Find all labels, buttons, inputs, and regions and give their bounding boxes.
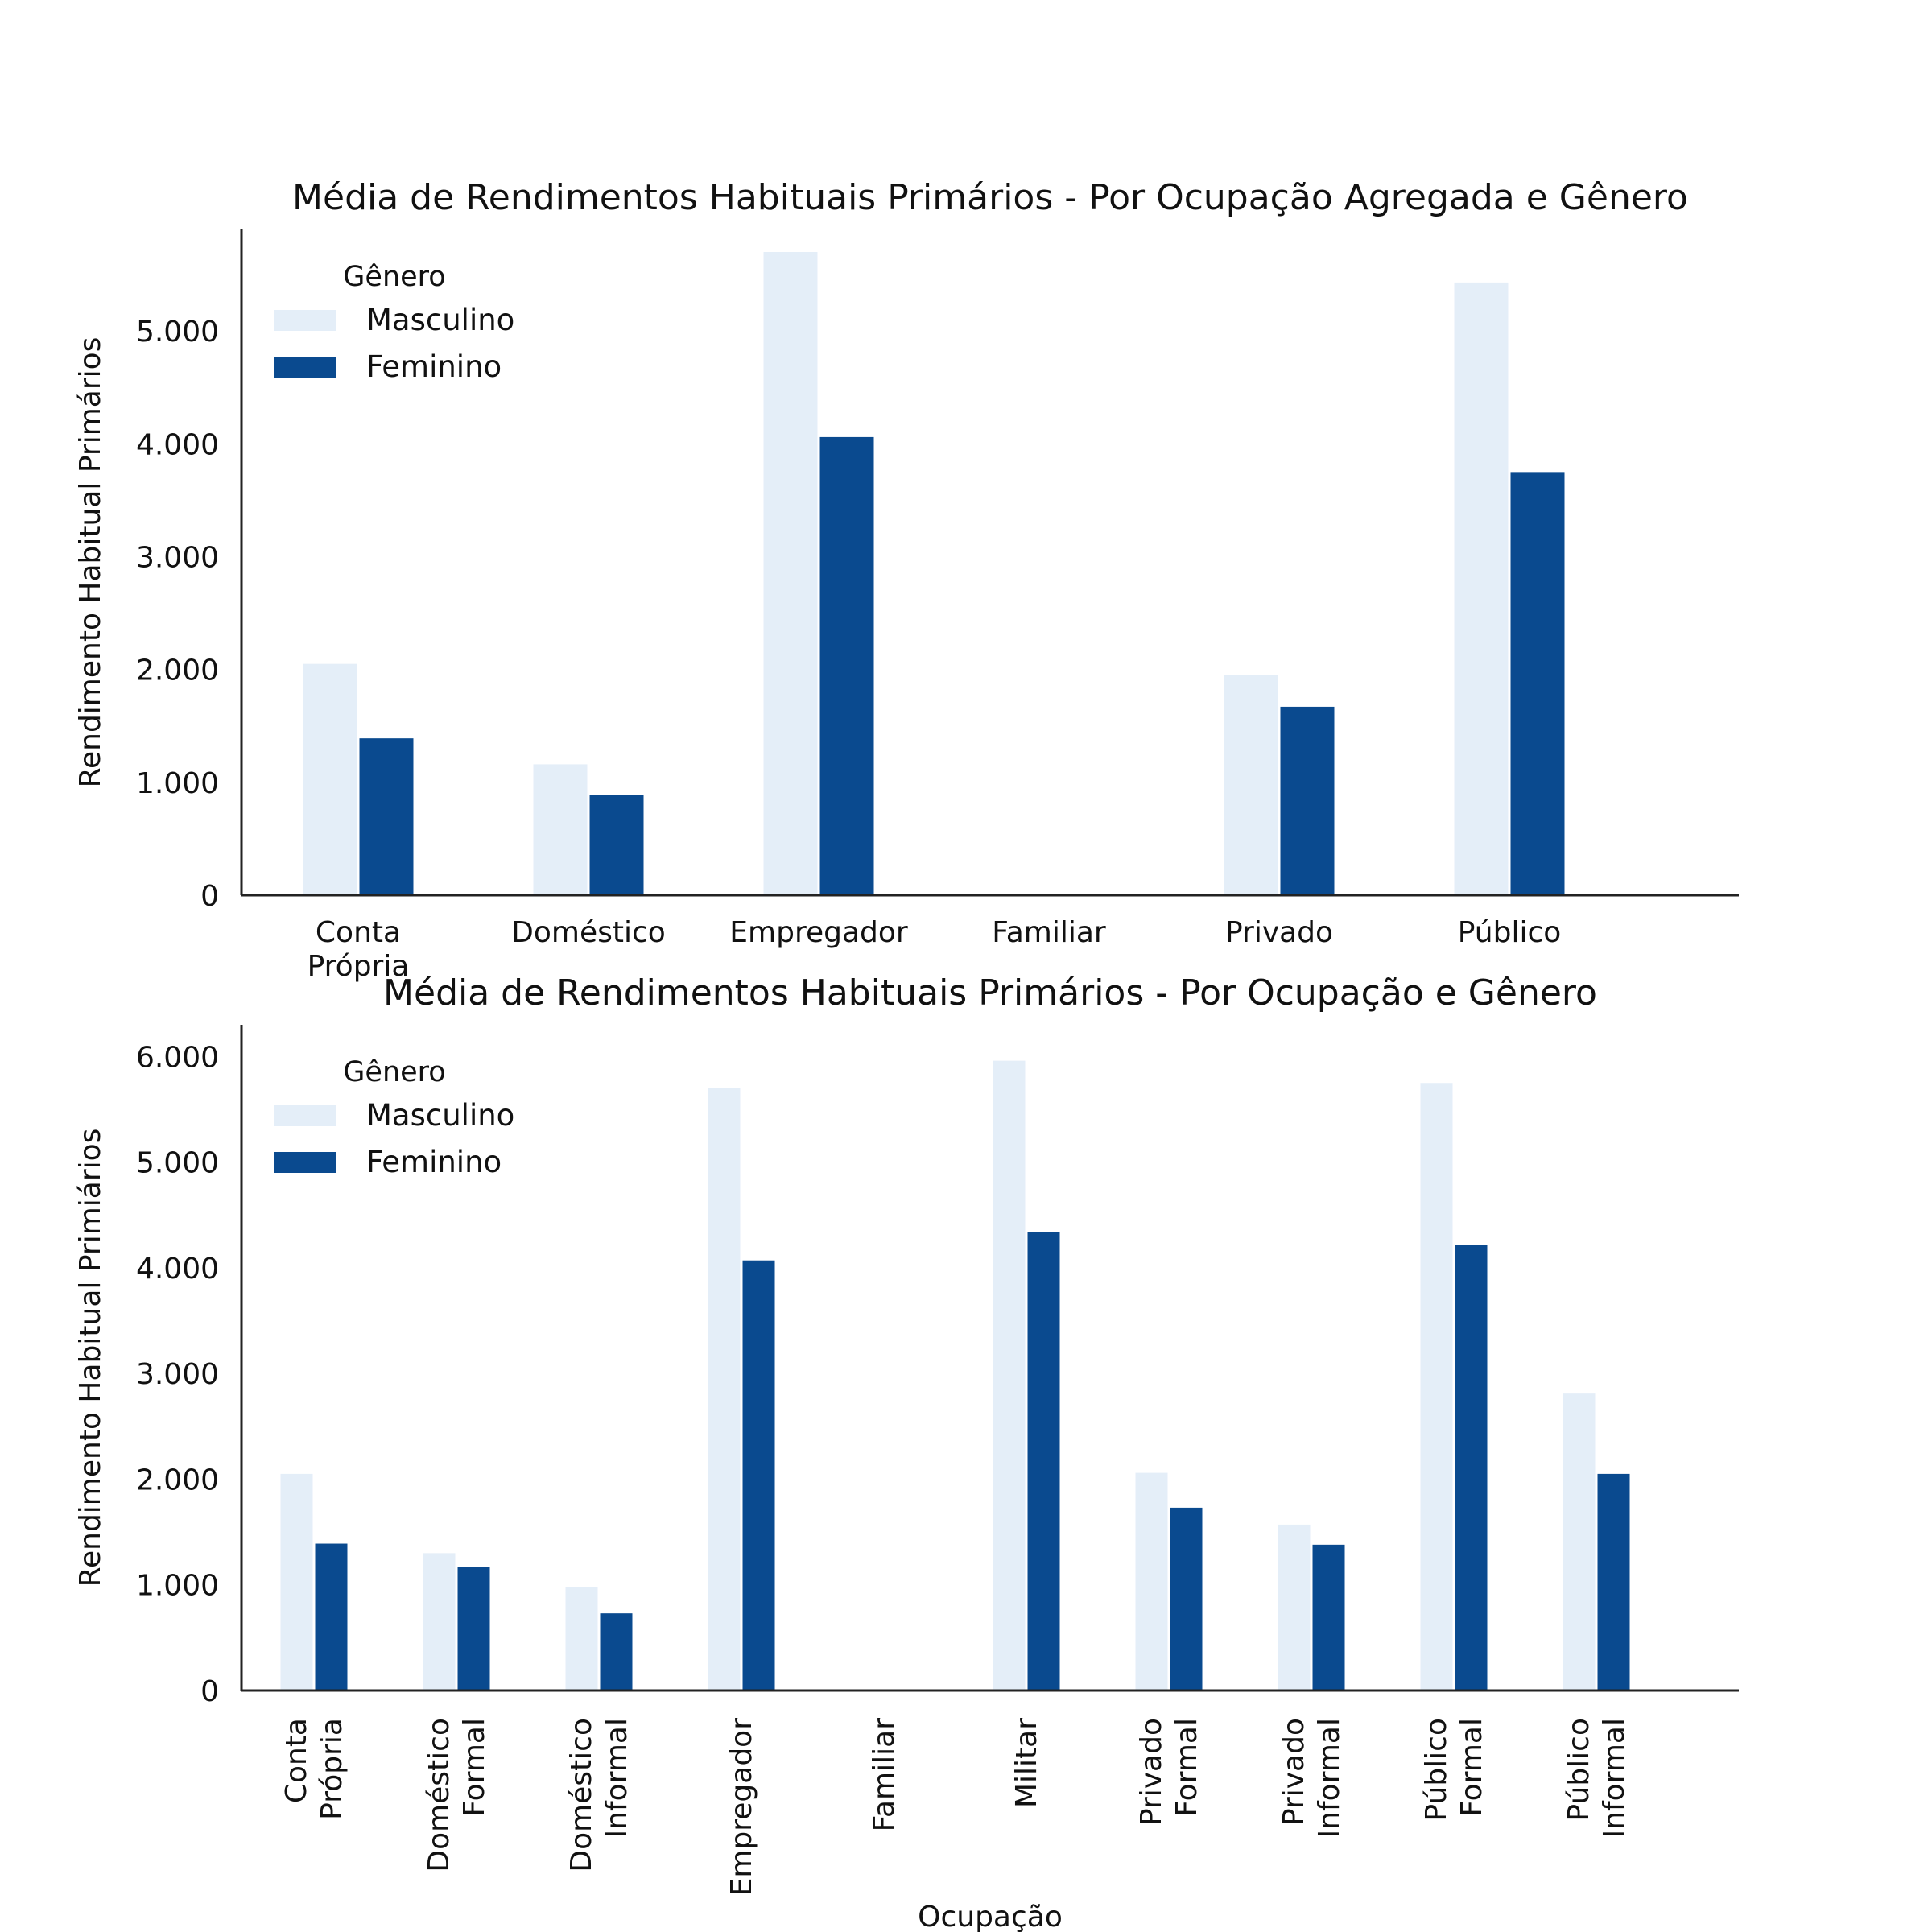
y-tick-label: 2.000 xyxy=(136,654,219,687)
bar-masculino-0 xyxy=(303,663,357,895)
x-tick-label: Privado xyxy=(1135,1718,1168,1826)
bar-masculino-2 xyxy=(565,1587,598,1690)
bar-masculino-1 xyxy=(423,1553,456,1690)
bar-feminino-1 xyxy=(457,1567,490,1690)
legend-swatch-masculino xyxy=(274,1105,336,1126)
y-tick-label: 2.000 xyxy=(136,1463,219,1496)
bar-feminino-2 xyxy=(819,436,874,895)
bar-feminino-0 xyxy=(315,1543,348,1690)
x-tick-label: Empregador xyxy=(725,1718,758,1897)
chart-panel-aggregate: Média de Rendimentos Habituais Primários… xyxy=(74,177,1739,983)
x-tick-label-line: Empregador xyxy=(729,916,908,949)
y-tick-label: 1.000 xyxy=(136,767,219,800)
bar-masculino-5 xyxy=(1454,282,1509,896)
legend-swatch-feminino xyxy=(274,357,336,378)
legend-label-masculino: Masculino xyxy=(366,1098,514,1133)
x-tick-label: Público xyxy=(1563,1718,1596,1822)
x-tick-label: Doméstico xyxy=(565,1718,598,1872)
legend-label-masculino: Masculino xyxy=(366,303,514,337)
chart-title: Média de Rendimentos Habituais Primários… xyxy=(383,972,1597,1013)
legend-label-feminino: Feminino xyxy=(366,349,502,384)
x-tick-label: Doméstico xyxy=(423,1718,456,1872)
bar-feminino-7 xyxy=(1312,1544,1345,1690)
y-tick-label: 6.000 xyxy=(136,1041,219,1074)
x-tick-label: Familiar xyxy=(868,1718,901,1832)
bar-masculino-6 xyxy=(1135,1472,1168,1690)
legend-title: Gênero xyxy=(343,1056,445,1088)
x-tick-label: Privado xyxy=(1225,916,1333,949)
legend-label-feminino: Feminino xyxy=(366,1145,502,1179)
x-tick-label-line: Própria xyxy=(308,950,410,983)
bar-masculino-2 xyxy=(763,252,818,895)
x-tick-label: Informal xyxy=(1313,1718,1346,1838)
bar-masculino-1 xyxy=(533,764,588,895)
y-tick-label: 4.000 xyxy=(136,1253,219,1286)
legend-title: Gênero xyxy=(343,261,445,293)
bar-masculino-5 xyxy=(993,1060,1026,1690)
x-tick-label: Militar xyxy=(1010,1718,1043,1808)
bar-feminino-4 xyxy=(1280,706,1335,895)
y-tick-label: 1.000 xyxy=(136,1570,219,1603)
bar-feminino-6 xyxy=(1170,1507,1203,1690)
x-tick-label: Doméstico xyxy=(511,916,666,949)
y-tick-label: 3.000 xyxy=(136,1358,219,1391)
x-tick-label: Público xyxy=(1420,1718,1453,1822)
bar-feminino-5 xyxy=(1027,1232,1060,1690)
bar-masculino-9 xyxy=(1563,1393,1596,1690)
x-tick-label-line: Doméstico xyxy=(511,916,666,949)
bar-masculino-0 xyxy=(280,1473,313,1690)
x-tick-label: Própria xyxy=(316,1718,349,1820)
x-tick-label: Conta xyxy=(280,1718,313,1803)
y-tick-label: 0 xyxy=(200,1675,219,1708)
bar-masculino-7 xyxy=(1278,1524,1311,1690)
x-tick-label: Informal xyxy=(1598,1718,1631,1838)
y-axis-label: Rendimento Habitual Primários xyxy=(74,337,107,788)
x-tick-label-line: Público xyxy=(1458,916,1562,949)
x-tick-label: Privado xyxy=(1278,1718,1311,1826)
chart-title: Média de Rendimentos Habituais Primários… xyxy=(292,177,1688,218)
y-tick-label: 5.000 xyxy=(136,1147,219,1180)
bar-feminino-2 xyxy=(600,1613,633,1690)
x-tick-label: Familiar xyxy=(992,916,1106,949)
bar-feminino-8 xyxy=(1455,1245,1488,1690)
x-axis-label: Ocupação xyxy=(918,1901,1063,1932)
x-tick-label: Formal xyxy=(1455,1718,1488,1817)
bar-feminino-1 xyxy=(589,795,644,895)
legend: Gênero Masculino Feminino xyxy=(274,1056,514,1179)
y-tick-label: 5.000 xyxy=(136,316,219,349)
bar-feminino-9 xyxy=(1597,1473,1630,1690)
x-tick-label: Informal xyxy=(601,1718,634,1838)
chart-panel-detailed: Média de Rendimentos Habituais Primários… xyxy=(74,972,1739,1932)
bar-feminino-0 xyxy=(359,738,414,895)
x-tick-label: Público xyxy=(1458,916,1562,949)
x-tick-label: Formal xyxy=(458,1718,491,1817)
bar-masculino-8 xyxy=(1420,1083,1453,1690)
bar-masculino-4 xyxy=(1224,675,1278,895)
x-tick-label: Formal xyxy=(1170,1718,1203,1817)
legend: Gênero Masculino Feminino xyxy=(274,261,514,384)
y-tick-label: 3.000 xyxy=(136,541,219,574)
legend-swatch-masculino xyxy=(274,310,336,331)
bar-masculino-3 xyxy=(708,1088,741,1690)
x-tick-label-line: Conta xyxy=(316,916,401,949)
x-tick-label-line: Familiar xyxy=(992,916,1106,949)
y-axis-label: Rendimento Habitual Primiários xyxy=(74,1129,107,1587)
x-tick-label: Empregador xyxy=(729,916,908,949)
y-tick-label: 0 xyxy=(200,880,219,913)
bar-feminino-5 xyxy=(1510,472,1565,895)
x-tick-label: Conta Própria xyxy=(308,916,410,983)
bar-feminino-3 xyxy=(742,1260,775,1690)
y-tick-label: 4.000 xyxy=(136,428,219,461)
x-tick-label-line: Privado xyxy=(1225,916,1333,949)
legend-swatch-feminino xyxy=(274,1152,336,1173)
